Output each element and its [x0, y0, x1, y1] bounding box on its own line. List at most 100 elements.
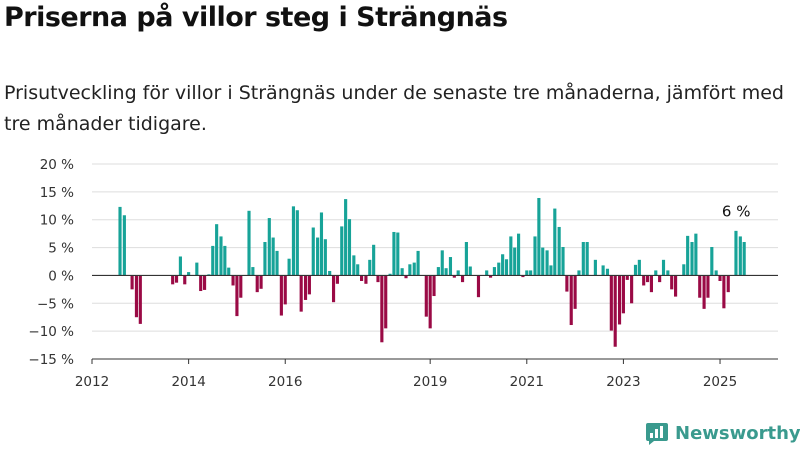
bar: [316, 237, 320, 276]
bar: [307, 275, 311, 295]
brand-name: Newsworthy: [675, 422, 800, 444]
bar: [722, 275, 726, 309]
bar: [666, 270, 670, 276]
bar: [247, 210, 251, 276]
bar: [384, 275, 388, 329]
bar: [698, 275, 702, 298]
bar: [670, 275, 674, 290]
bar: [275, 250, 279, 276]
y-tick-label: −15 %: [28, 352, 74, 368]
bar: [621, 275, 625, 314]
bar: [654, 270, 658, 276]
bar: [400, 268, 404, 276]
bar: [476, 275, 481, 298]
bar: [485, 270, 489, 276]
bar: [637, 259, 641, 276]
bar: [408, 264, 412, 276]
bar: [271, 237, 275, 276]
y-tick-label: 5 %: [48, 241, 74, 257]
bar: [553, 208, 557, 276]
bar: [187, 272, 191, 276]
bar: [328, 270, 332, 276]
bar: [388, 273, 392, 276]
bar: [235, 275, 239, 317]
bar: [444, 268, 448, 276]
bar: [581, 242, 585, 276]
bar: [396, 232, 400, 276]
bar: [380, 275, 384, 343]
bar: [509, 236, 513, 276]
bar: [392, 231, 396, 276]
bar: [404, 275, 408, 279]
bar: [174, 275, 179, 283]
x-tick-label: 2016: [268, 374, 302, 390]
bar: [323, 239, 327, 276]
bar: [617, 275, 622, 325]
bar: [134, 275, 139, 318]
bar: [195, 262, 199, 276]
bar: [633, 264, 638, 276]
bar: [682, 264, 686, 276]
bar: [219, 236, 223, 276]
bar: [456, 270, 460, 276]
bar: [537, 197, 541, 276]
bar: [360, 275, 364, 281]
bar: [122, 215, 126, 276]
bar: [283, 275, 287, 305]
bar: [452, 275, 456, 278]
bar: [259, 275, 263, 289]
bar: [529, 270, 533, 276]
bar: [690, 242, 694, 276]
bar: [726, 275, 730, 293]
bar: [319, 212, 324, 276]
bar: [464, 242, 468, 276]
bar: [573, 275, 577, 309]
y-tick-label: 10 %: [40, 213, 74, 229]
bar: [545, 250, 549, 276]
bar: [291, 206, 296, 276]
bar: [513, 247, 517, 276]
x-tick-label: 2025: [703, 374, 737, 390]
bar: [183, 275, 187, 285]
newsworthy-logo-icon: [646, 423, 668, 445]
bar: [706, 275, 710, 298]
bar: [686, 235, 690, 276]
bar: [368, 259, 372, 276]
bar: [376, 275, 380, 283]
bar: [352, 255, 356, 276]
bar: [199, 275, 203, 292]
y-tick-label: −10 %: [28, 324, 74, 340]
bar: [412, 262, 416, 276]
bar: [625, 275, 629, 280]
bar: [601, 265, 605, 276]
bar: [223, 245, 227, 276]
bar: [649, 275, 653, 293]
bar: [613, 275, 617, 347]
bar: [263, 242, 267, 276]
bar: [674, 275, 678, 297]
bar: [299, 275, 303, 312]
bar: [279, 275, 283, 316]
bar: [504, 259, 509, 276]
bar: [702, 275, 706, 309]
bar: [460, 275, 465, 283]
bar: [416, 250, 420, 276]
x-tick-label: 2012: [75, 374, 109, 390]
bar: [356, 264, 360, 276]
bar: [432, 275, 436, 297]
bar: [251, 267, 255, 276]
bar: [311, 227, 315, 276]
bar: [468, 266, 472, 276]
bar: [585, 242, 589, 276]
bar: [424, 275, 428, 317]
bar: [347, 219, 352, 276]
bar: [130, 275, 134, 290]
y-axis-labels: 20 % 15 % 10 % 5 % 0 % −5 % −10 % −15 %: [28, 157, 74, 368]
bar: [533, 236, 537, 276]
bar: [738, 236, 742, 276]
bar: [178, 256, 182, 276]
bar: [661, 259, 666, 276]
bar: [239, 275, 243, 298]
bar: [718, 275, 722, 281]
